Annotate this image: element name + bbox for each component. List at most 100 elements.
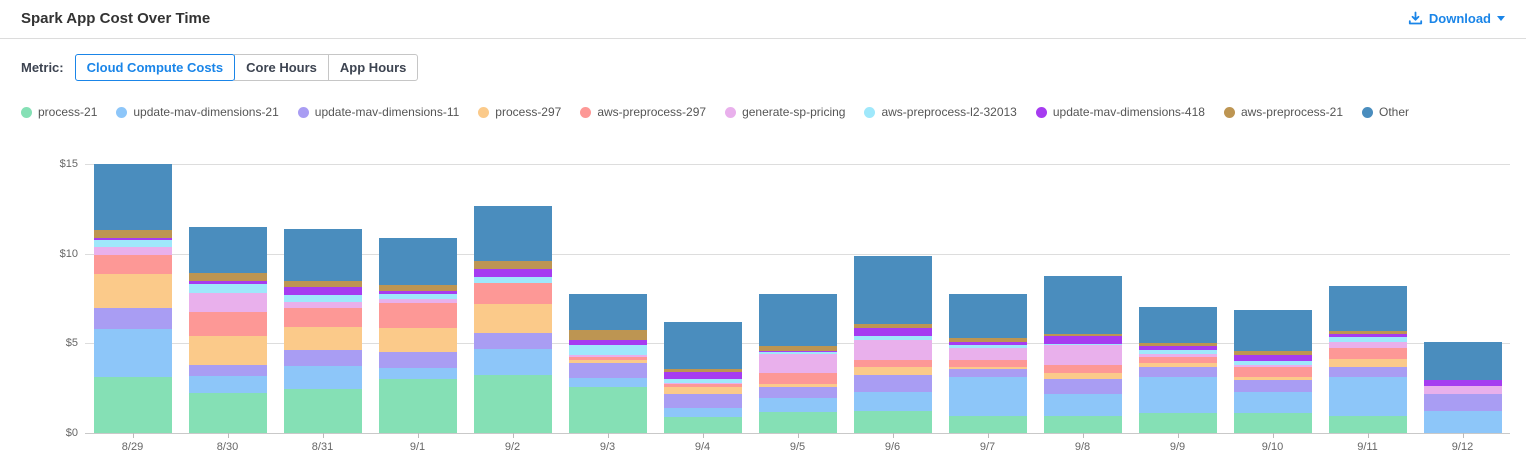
bar-segment-generate-sp-pricing[interactable] xyxy=(283,302,362,309)
bar-segment-update-mav-dimensions-21[interactable] xyxy=(283,365,362,390)
bar-segment-update-mav-dimensions-11[interactable] xyxy=(1233,380,1312,392)
bar-segment-generate-sp-pricing[interactable] xyxy=(758,354,837,373)
bar-segment-process-21[interactable] xyxy=(283,389,362,433)
bar-segment-Other[interactable] xyxy=(948,294,1027,338)
bar-segment-process-297[interactable] xyxy=(1138,363,1217,367)
bar-segment-aws-preprocess-l2-32013[interactable] xyxy=(758,352,837,355)
bar-segment-process-21[interactable] xyxy=(378,379,457,433)
stacked-bar-9/9[interactable] xyxy=(1138,306,1217,433)
bar-segment-aws-preprocess-297[interactable] xyxy=(1328,347,1407,359)
bar-segment-update-mav-dimensions-21[interactable] xyxy=(188,375,267,393)
stacked-bar-9/6[interactable] xyxy=(853,255,932,433)
bar-segment-aws-preprocess-21[interactable] xyxy=(1138,342,1217,347)
bar-segment-aws-preprocess-l2-32013[interactable] xyxy=(853,336,932,340)
stacked-bar-9/3[interactable] xyxy=(568,294,647,433)
bar-segment-process-297[interactable] xyxy=(663,387,742,394)
bar-segment-process-297[interactable] xyxy=(283,327,362,350)
bar-segment-generate-sp-pricing[interactable] xyxy=(663,382,742,384)
bar-segment-update-mav-dimensions-21[interactable] xyxy=(1138,376,1217,414)
bar-segment-update-mav-dimensions-21[interactable] xyxy=(1423,411,1502,433)
metric-option-app-hours[interactable]: App Hours xyxy=(327,54,419,81)
bar-segment-update-mav-dimensions-11[interactable] xyxy=(1138,366,1217,377)
bar-segment-aws-preprocess-297[interactable] xyxy=(93,254,172,275)
bar-segment-aws-preprocess-297[interactable] xyxy=(473,283,552,304)
bar-segment-generate-sp-pricing[interactable] xyxy=(568,355,647,357)
bar-segment-aws-preprocess-21[interactable] xyxy=(948,338,1027,343)
bar-segment-aws-preprocess-l2-32013[interactable] xyxy=(188,284,267,294)
bar-segment-update-mav-dimensions-21[interactable] xyxy=(93,329,172,378)
bar-segment-process-21[interactable] xyxy=(473,374,552,433)
bar-segment-aws-preprocess-21[interactable] xyxy=(663,368,742,373)
bar-segment-aws-preprocess-297[interactable] xyxy=(853,359,932,367)
bar-segment-process-21[interactable] xyxy=(1138,413,1217,433)
bar-segment-process-21[interactable] xyxy=(1043,415,1122,433)
legend-item-update-mav-dimensions-418[interactable]: update-mav-dimensions-418 xyxy=(1035,105,1205,119)
bar-segment-generate-sp-pricing[interactable] xyxy=(1138,354,1217,357)
bar-segment-process-297[interactable] xyxy=(188,336,267,365)
bar-segment-update-mav-dimensions-418[interactable] xyxy=(758,350,837,353)
bar-segment-update-mav-dimensions-418[interactable] xyxy=(283,286,362,295)
bar-segment-update-mav-dimensions-418[interactable] xyxy=(1043,336,1122,345)
bar-segment-Other[interactable] xyxy=(1138,306,1217,343)
bar-segment-Other[interactable] xyxy=(568,294,647,330)
bar-segment-aws-preprocess-21[interactable] xyxy=(283,280,362,287)
bar-segment-aws-preprocess-297[interactable] xyxy=(1138,356,1217,364)
bar-segment-process-297[interactable] xyxy=(93,274,172,309)
bar-segment-generate-sp-pricing[interactable] xyxy=(1423,385,1502,394)
bar-segment-aws-preprocess-l2-32013[interactable] xyxy=(378,294,457,299)
legend-item-aws-preprocess-21[interactable]: aws-preprocess-21 xyxy=(1223,105,1343,119)
bar-segment-process-21[interactable] xyxy=(663,416,742,433)
bar-segment-aws-preprocess-21[interactable] xyxy=(93,230,172,238)
bar-segment-aws-preprocess-l2-32013[interactable] xyxy=(1138,349,1217,355)
bar-segment-aws-preprocess-297[interactable] xyxy=(663,383,742,388)
bar-segment-process-21[interactable] xyxy=(758,412,837,433)
bar-segment-process-21[interactable] xyxy=(93,377,172,433)
stacked-bar-9/8[interactable] xyxy=(1043,276,1122,433)
bar-segment-update-mav-dimensions-11[interactable] xyxy=(283,349,362,366)
bar-segment-Other[interactable] xyxy=(853,255,932,324)
bar-segment-update-mav-dimensions-11[interactable] xyxy=(378,352,457,368)
bar-segment-process-21[interactable] xyxy=(568,387,647,433)
bar-segment-process-297[interactable] xyxy=(378,328,457,353)
stacked-bar-9/12[interactable] xyxy=(1423,341,1502,433)
bar-segment-aws-preprocess-l2-32013[interactable] xyxy=(473,277,552,284)
bar-segment-aws-preprocess-l2-32013[interactable] xyxy=(1043,344,1122,346)
stacked-bar-8/30[interactable] xyxy=(188,226,267,433)
bar-segment-aws-preprocess-21[interactable] xyxy=(473,260,552,269)
download-button[interactable]: Download xyxy=(1408,11,1505,26)
stacked-bar-9/7[interactable] xyxy=(948,294,1027,433)
bar-segment-update-mav-dimensions-21[interactable] xyxy=(1233,391,1312,414)
bar-segment-aws-preprocess-297[interactable] xyxy=(1043,364,1122,373)
bar-segment-update-mav-dimensions-418[interactable] xyxy=(663,372,742,380)
bar-segment-aws-preprocess-l2-32013[interactable] xyxy=(663,379,742,383)
bar-segment-generate-sp-pricing[interactable] xyxy=(93,247,172,255)
bar-segment-Other[interactable] xyxy=(663,321,742,369)
bar-segment-Other[interactable] xyxy=(378,237,457,286)
bar-segment-aws-preprocess-l2-32013[interactable] xyxy=(948,345,1027,348)
bar-segment-update-mav-dimensions-11[interactable] xyxy=(1043,379,1122,394)
bar-segment-aws-preprocess-21[interactable] xyxy=(1043,333,1122,337)
bar-segment-update-mav-dimensions-418[interactable] xyxy=(473,268,552,278)
bar-segment-Other[interactable] xyxy=(93,164,172,231)
bar-segment-update-mav-dimensions-21[interactable] xyxy=(1043,393,1122,416)
bar-segment-update-mav-dimensions-21[interactable] xyxy=(663,407,742,417)
bar-segment-update-mav-dimensions-21[interactable] xyxy=(1328,376,1407,416)
bar-segment-process-297[interactable] xyxy=(853,366,932,375)
bar-segment-process-21[interactable] xyxy=(1328,415,1407,433)
bar-segment-update-mav-dimensions-21[interactable] xyxy=(758,398,837,413)
legend-item-process-21[interactable]: process-21 xyxy=(21,105,97,119)
bar-segment-aws-preprocess-l2-32013[interactable] xyxy=(1233,361,1312,365)
bar-segment-process-21[interactable] xyxy=(948,415,1027,433)
bar-segment-aws-preprocess-21[interactable] xyxy=(853,323,932,329)
bar-segment-aws-preprocess-297[interactable] xyxy=(758,372,837,384)
bar-segment-update-mav-dimensions-11[interactable] xyxy=(758,387,837,399)
stacked-bar-9/4[interactable] xyxy=(663,321,742,433)
metric-option-core-hours[interactable]: Core Hours xyxy=(234,54,329,81)
bar-segment-update-mav-dimensions-11[interactable] xyxy=(93,308,172,330)
bar-segment-update-mav-dimensions-418[interactable] xyxy=(948,342,1027,346)
bar-segment-Other[interactable] xyxy=(1423,341,1502,381)
bar-segment-aws-preprocess-21[interactable] xyxy=(1328,330,1407,334)
stacked-bar-9/10[interactable] xyxy=(1233,310,1312,433)
bar-segment-update-mav-dimensions-21[interactable] xyxy=(948,377,1027,416)
bar-segment-process-21[interactable] xyxy=(1233,413,1312,433)
